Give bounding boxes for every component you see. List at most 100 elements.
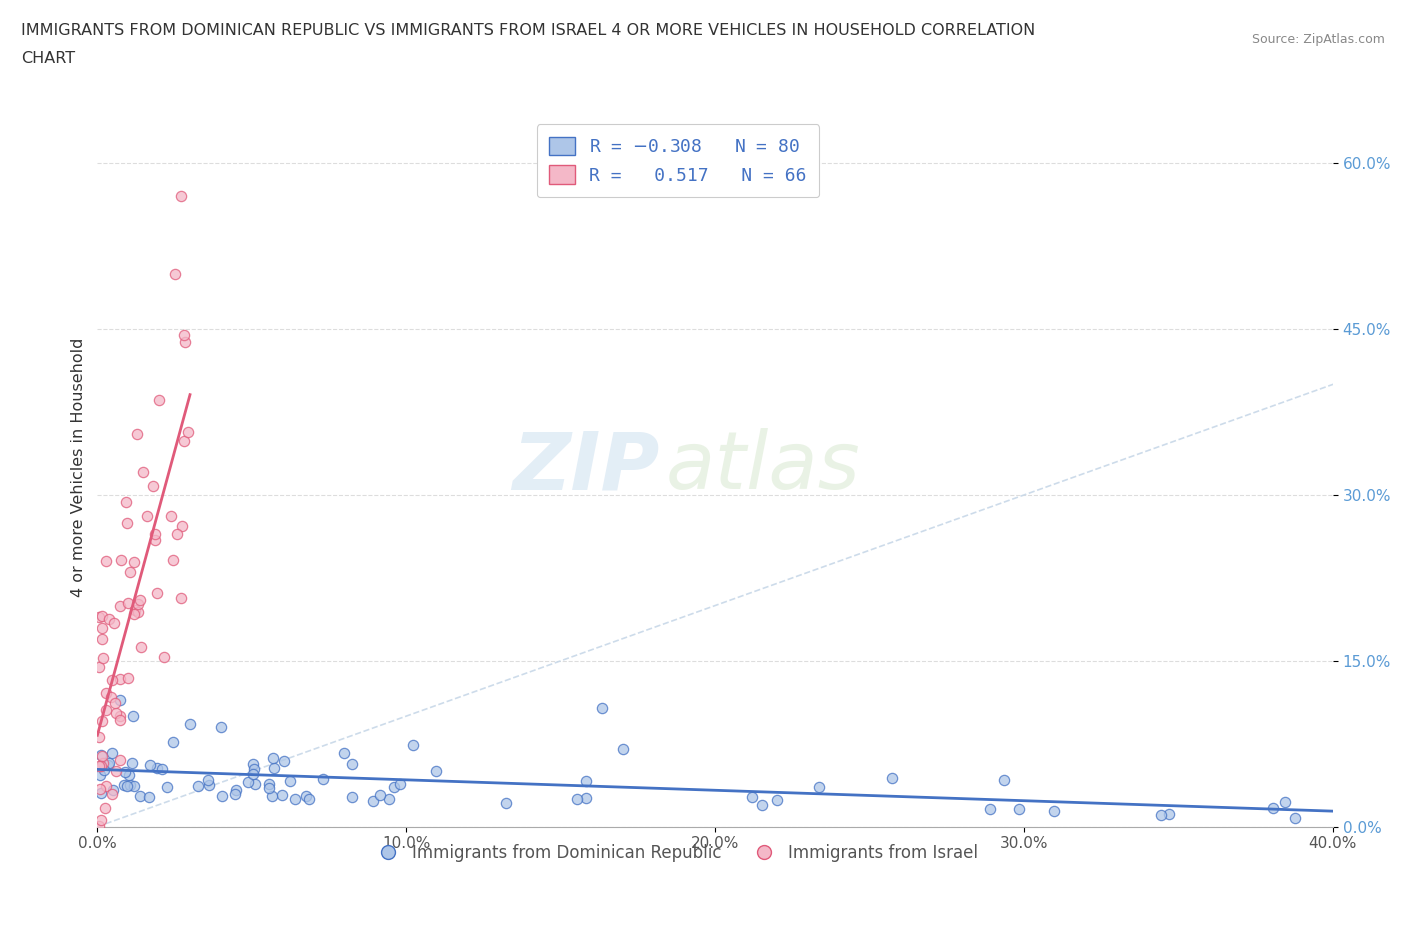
Point [312, 772, 335, 787]
Point [132, 465, 155, 480]
Point [242, 766, 264, 781]
Point [89, 767, 111, 782]
Point [117, 671, 139, 685]
Point [298, 792, 321, 807]
Point [93, 763, 115, 777]
Point [136, 509, 159, 524]
Point [115, 515, 138, 530]
Point [170, 189, 193, 204]
Point [131, 640, 153, 655]
Point [90, 812, 112, 827]
Point [271, 787, 294, 802]
Point [90, 631, 112, 646]
Point [97, 757, 120, 772]
Point [173, 327, 195, 342]
Point [138, 790, 160, 804]
Point [173, 433, 195, 448]
Point [382, 779, 405, 794]
Point [751, 798, 773, 813]
Point [87, 758, 110, 773]
Point [1263, 801, 1285, 816]
Text: IMMIGRANTS FROM DOMINICAN REPUBLIC VS IMMIGRANTS FROM ISRAEL 4 OR MORE VEHICLES : IMMIGRANTS FROM DOMINICAN REPUBLIC VS IM… [21, 23, 1035, 38]
Point [197, 778, 219, 793]
Point [90, 759, 112, 774]
Point [166, 526, 188, 541]
Point [741, 790, 763, 804]
Point [361, 793, 384, 808]
Point [565, 792, 588, 807]
Point [1284, 810, 1306, 825]
Text: ZIP: ZIP [512, 429, 659, 506]
Point [101, 746, 124, 761]
Point [243, 762, 266, 777]
Point [225, 782, 247, 797]
Point [280, 774, 302, 789]
Point [104, 706, 127, 721]
Point [108, 709, 131, 724]
Point [612, 742, 634, 757]
Point [91, 748, 114, 763]
Legend: Immigrants from Dominican Republic, Immigrants from Israel: Immigrants from Dominican Republic, Immi… [371, 837, 984, 869]
Point [139, 758, 162, 773]
Point [1150, 807, 1173, 822]
Point [110, 712, 132, 727]
Point [104, 696, 127, 711]
Point [148, 392, 170, 407]
Point [87, 609, 110, 624]
Point [1274, 794, 1296, 809]
Point [100, 689, 122, 704]
Point [174, 335, 197, 350]
Point [169, 591, 191, 605]
Point [224, 786, 246, 801]
Point [94, 553, 117, 568]
Point [87, 659, 110, 674]
Point [153, 649, 176, 664]
Point [100, 673, 122, 688]
Point [122, 778, 145, 793]
Point [129, 592, 152, 607]
Point [340, 790, 363, 804]
Point [257, 780, 280, 795]
Point [332, 746, 354, 761]
Text: Source: ZipAtlas.com: Source: ZipAtlas.com [1251, 33, 1385, 46]
Point [388, 777, 411, 791]
Point [91, 713, 114, 728]
Point [87, 818, 110, 833]
Point [121, 755, 143, 770]
Point [87, 729, 110, 744]
Point [96, 702, 118, 717]
Point [108, 598, 131, 613]
Point [105, 764, 128, 778]
Point [91, 650, 114, 665]
Point [993, 772, 1015, 787]
Point [103, 616, 125, 631]
Point [117, 596, 139, 611]
Point [122, 555, 145, 570]
Point [94, 801, 117, 816]
Point [115, 778, 138, 793]
Point [150, 762, 173, 777]
Point [97, 611, 120, 626]
Point [575, 791, 598, 806]
Point [209, 720, 232, 735]
Point [96, 685, 118, 700]
Point [90, 620, 112, 635]
Point [340, 756, 363, 771]
Point [170, 518, 193, 533]
Point [236, 775, 259, 790]
Point [979, 802, 1001, 817]
Point [425, 764, 447, 778]
Point [118, 767, 141, 782]
Point [143, 532, 166, 547]
Point [108, 692, 131, 707]
Point [89, 748, 111, 763]
Point [112, 777, 135, 792]
Point [263, 761, 285, 776]
Point [146, 760, 169, 775]
Point [1042, 804, 1064, 818]
Point [90, 759, 112, 774]
Point [125, 426, 148, 441]
Point [273, 753, 295, 768]
Point [128, 789, 150, 804]
Point [110, 552, 132, 567]
